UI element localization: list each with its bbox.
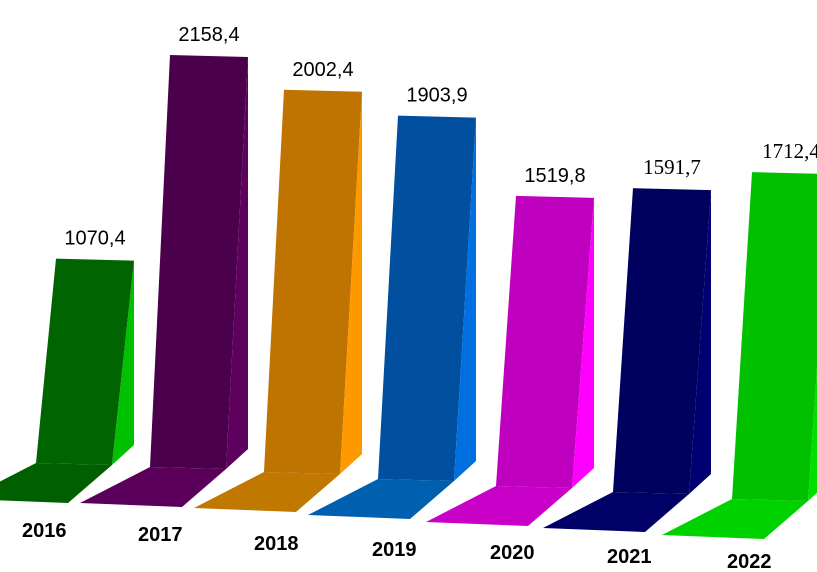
bar-2022 <box>732 172 817 501</box>
bar-side-2018 <box>340 91 362 474</box>
bar-side-2017 <box>226 57 248 469</box>
value-label-2019: 1903,9 <box>406 85 467 107</box>
bar-group-2018: 2002,4 2018 <box>194 59 362 555</box>
category-label-2016: 2016 <box>22 520 67 542</box>
category-label-2018: 2018 <box>254 533 299 555</box>
bar-base-2019 <box>308 479 454 519</box>
bar-side-2021 <box>689 190 711 494</box>
value-label-2018: 2002,4 <box>292 59 353 81</box>
bar-2018 <box>264 89 362 474</box>
category-label-2022: 2022 <box>727 551 772 572</box>
category-label-2017: 2017 <box>138 524 183 546</box>
bar-group-2022: 1712,4 2022 <box>662 139 817 572</box>
bar-base-2016 <box>0 463 112 503</box>
bar-base-2021 <box>543 492 689 532</box>
bar-2016 <box>36 258 134 465</box>
bar-2017 <box>150 55 248 469</box>
bar-side-2020 <box>572 197 594 488</box>
category-label-2020: 2020 <box>490 542 535 564</box>
value-label-2020: 1519,8 <box>524 165 585 187</box>
bar-group-2019: 1903,9 2019 <box>308 85 476 561</box>
category-label-2019: 2019 <box>372 539 417 561</box>
bar-group-2021: 1591,7 2021 <box>543 155 711 568</box>
bar-group-2020: 1519,8 2020 <box>426 165 594 564</box>
bar-2021 <box>613 188 711 494</box>
bar-base-2020 <box>426 486 572 526</box>
bar-base-2018 <box>194 472 340 512</box>
bar-side-2019 <box>454 117 476 482</box>
value-label-2016: 1070,4 <box>64 228 125 250</box>
bar-side-2016 <box>112 260 134 465</box>
bar-group-2017: 2158,4 2017 <box>80 24 248 546</box>
bar-base-2022 <box>662 499 808 539</box>
value-label-2021: 1591,7 <box>643 155 701 179</box>
bar-side-2022 <box>808 367 817 501</box>
value-label-2022: 1712,4 <box>762 139 817 163</box>
value-label-2017: 2158,4 <box>178 24 239 46</box>
bar-2020 <box>496 195 594 488</box>
bar-2019 <box>378 115 476 482</box>
bar-base-2017 <box>80 467 226 507</box>
bar-group-2016: 1070,4 2016 <box>0 228 134 542</box>
category-label-2021: 2021 <box>607 546 652 568</box>
